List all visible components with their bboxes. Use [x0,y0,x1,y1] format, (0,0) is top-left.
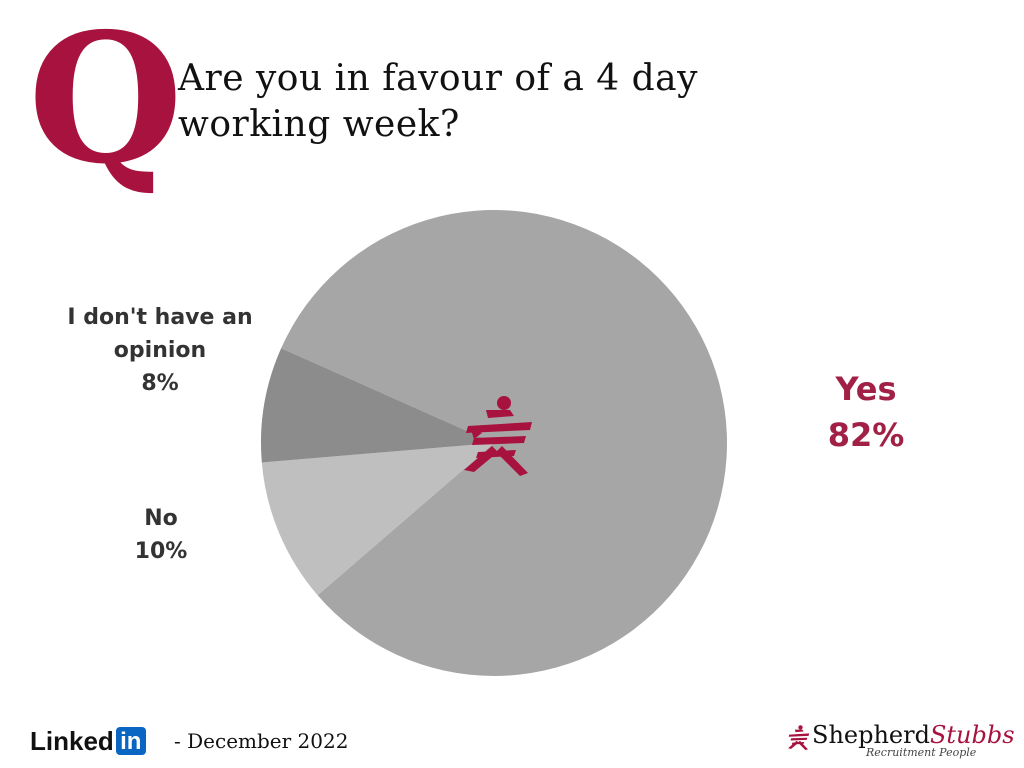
question-title: Are you in favour of a 4 day working wee… [178,56,738,148]
slice-label-no: No 10% [108,502,214,568]
brand-name: ShepherdStubbs [812,720,1015,750]
brand-name-shepherd: Shepherd [812,721,930,749]
slice-label-no-opinion-line-2: opinion [113,338,207,363]
pie-slice-no [261,443,494,596]
linkedin-logo-text: Linked [30,725,114,756]
shepherd-stubbs-figure-icon [788,725,810,751]
slice-label-yes-text: Yes [835,370,897,408]
question-line-1: Are you in favour of a 4 day [178,58,698,99]
slice-label-no-opinion-percent: 8% [141,371,179,396]
slice-label-yes: Yes 82% [804,366,928,458]
linkedin-in-icon: in [115,727,146,755]
brand-tagline: Recruitment People [866,746,977,759]
survey-date: - December 2022 [174,729,349,753]
brand-name-stubbs: Stubbs [929,721,1015,749]
question-line-2: working week? [178,104,460,145]
q-logo-letter: Q [28,0,184,203]
slice-label-no-opinion: I don't have an opinion 8% [62,301,258,400]
pie-slice-i-don-t-have-an-opinion [261,348,494,463]
slice-label-no-text: No [144,506,178,531]
shepherd-stubbs-figure-icon [464,396,532,476]
slice-label-no-opinion-line-1: I don't have an [67,305,253,330]
shepherd-stubbs-logo: ShepherdStubbs Recruitment People [784,718,1020,764]
slice-label-yes-percent: 82% [827,416,905,454]
slice-label-no-percent: 10% [134,539,188,564]
linkedin-logo: Linked in [30,724,146,758]
